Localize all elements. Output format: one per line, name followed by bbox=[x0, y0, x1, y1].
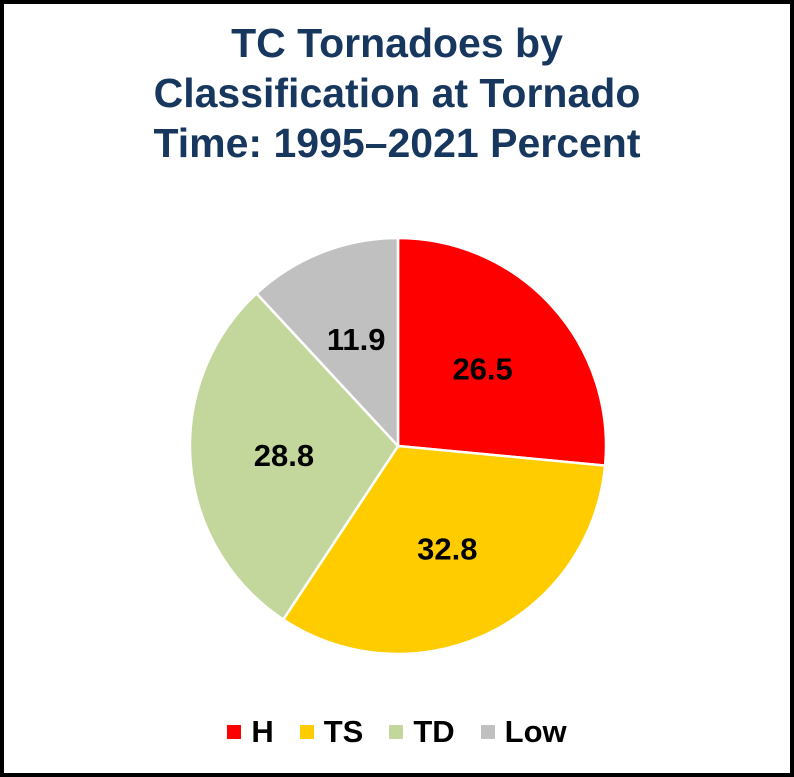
chart-title-line-3: Time: 1995–2021 Percent bbox=[153, 120, 641, 166]
legend-swatch-low bbox=[480, 725, 495, 739]
legend-item-h: H bbox=[227, 714, 274, 750]
data-label-ts: 32.8 bbox=[417, 532, 477, 567]
legend-label-h: H bbox=[251, 714, 274, 749]
pie-slice-td bbox=[188, 291, 400, 622]
chart-title: TC Tornadoes by Classification at Tornad… bbox=[0, 18, 794, 168]
pie-slice-h bbox=[396, 236, 608, 467]
legend-item-ts: TS bbox=[299, 714, 364, 750]
legend-swatch-ts bbox=[299, 725, 314, 739]
pie-data-labels: 26.5 32.8 28.8 11.9 bbox=[254, 322, 513, 567]
legend-label-td: TD bbox=[413, 714, 455, 749]
legend-label-low: Low bbox=[504, 714, 567, 749]
data-label-td: 28.8 bbox=[254, 438, 314, 473]
chart-title-line-1: TC Tornadoes by bbox=[231, 20, 563, 66]
chart-title-line-2: Classification at Tornado bbox=[153, 70, 641, 116]
data-label-low: 11.9 bbox=[327, 322, 386, 357]
chart-legend: H TS TD Low bbox=[0, 714, 794, 750]
legend-swatch-td bbox=[389, 725, 404, 739]
legend-label-ts: TS bbox=[323, 714, 364, 749]
legend-item-low: Low bbox=[480, 714, 567, 750]
data-label-h: 26.5 bbox=[452, 352, 512, 387]
legend-swatch-h bbox=[227, 725, 242, 739]
legend-item-td: TD bbox=[389, 714, 455, 750]
pie-slice-low bbox=[254, 236, 400, 450]
pie-slices bbox=[188, 236, 608, 656]
